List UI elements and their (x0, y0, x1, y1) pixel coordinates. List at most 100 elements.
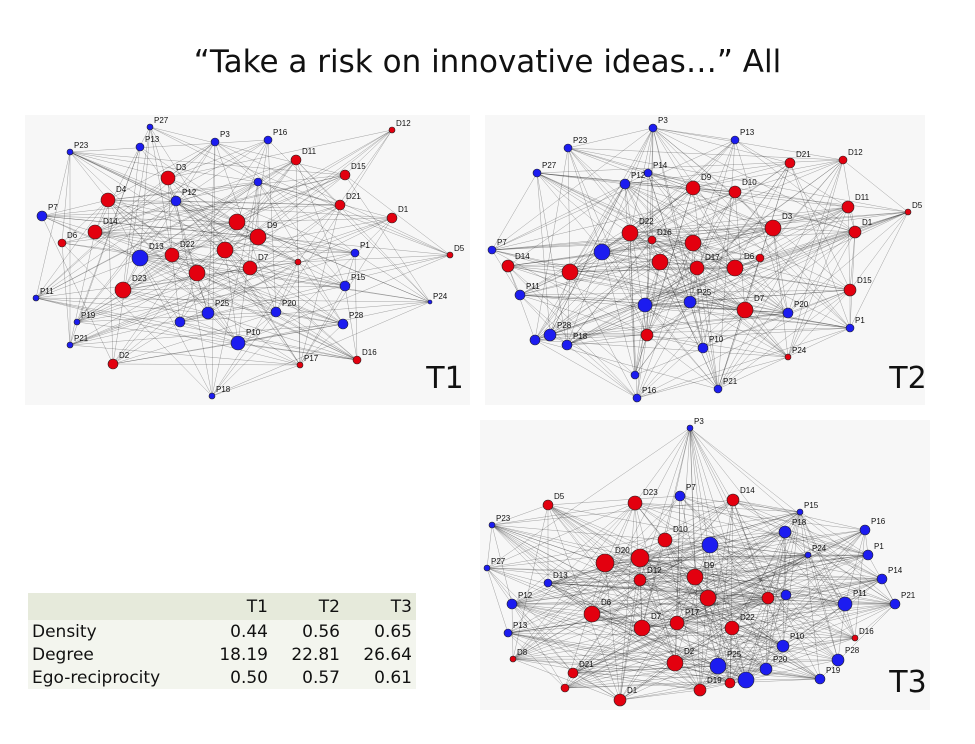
edge (107, 141, 216, 201)
edge (692, 139, 736, 244)
edge (344, 174, 431, 303)
edge (35, 199, 109, 299)
edge (35, 141, 216, 299)
edge (639, 554, 809, 559)
node-label: D16 (362, 348, 377, 357)
edge (507, 265, 691, 303)
edge (547, 582, 593, 615)
edge (765, 637, 856, 670)
edge (644, 304, 719, 390)
node-label: P21 (74, 334, 89, 343)
edge (709, 544, 733, 629)
edge (639, 557, 769, 599)
edge (549, 183, 626, 336)
node (693, 683, 707, 697)
edge (799, 511, 869, 556)
node (107, 358, 119, 370)
node (685, 180, 701, 196)
edge (547, 504, 643, 629)
edge (486, 567, 509, 634)
edge (639, 557, 856, 639)
edge (167, 177, 251, 269)
node (640, 328, 654, 342)
edge (547, 504, 606, 564)
edge (512, 502, 636, 660)
edge (564, 511, 801, 689)
edge (257, 204, 341, 238)
edge (639, 557, 767, 670)
edge (659, 227, 774, 263)
node (337, 318, 349, 330)
node (509, 655, 517, 663)
edge (639, 499, 734, 559)
node-label: D15 (351, 162, 366, 171)
edge (639, 576, 696, 581)
node-label: P28 (557, 321, 572, 330)
table-row: Density 0.44 0.56 0.65 (28, 620, 416, 643)
edge (61, 174, 346, 244)
edge (744, 257, 761, 311)
edge (107, 199, 173, 256)
edge (547, 582, 896, 605)
edge (512, 499, 734, 660)
edge (732, 499, 869, 556)
cell: 26.64 (344, 643, 416, 666)
edge (641, 531, 786, 629)
edge (572, 603, 896, 674)
edge (629, 232, 789, 314)
node-label: P20 (773, 655, 788, 664)
edge (564, 531, 786, 689)
edge (647, 172, 849, 208)
edge (745, 597, 769, 681)
edge (69, 252, 356, 346)
edge (744, 309, 789, 358)
node-label: D23 (643, 488, 658, 497)
edge (549, 327, 851, 336)
edge (702, 312, 789, 349)
edge (676, 622, 821, 680)
node (263, 135, 273, 145)
edge (507, 265, 638, 399)
edge (69, 151, 226, 251)
node (804, 551, 812, 559)
edge (519, 191, 736, 296)
edge (707, 597, 784, 647)
edge (512, 658, 701, 691)
node-label: P25 (215, 299, 230, 308)
edge (646, 231, 856, 336)
node (208, 392, 216, 400)
edge (567, 147, 571, 273)
edge (507, 557, 641, 634)
node-label: P1 (874, 542, 884, 551)
edge (572, 529, 866, 674)
edge (634, 162, 791, 376)
edge (679, 495, 839, 661)
edge (35, 177, 169, 299)
edge (507, 632, 701, 691)
edge (646, 211, 909, 336)
edge (76, 254, 451, 323)
edge (94, 231, 346, 287)
edge (511, 603, 731, 684)
edge (486, 567, 574, 674)
edge (619, 578, 883, 701)
edge (639, 511, 801, 559)
edge (734, 139, 856, 233)
edge (652, 127, 791, 164)
edge (486, 511, 801, 569)
node (709, 657, 727, 675)
node-label: P1 (855, 316, 865, 325)
table-header: T1 T2 T3 (28, 593, 416, 620)
edge (709, 544, 769, 599)
node (689, 260, 705, 276)
edge (767, 597, 839, 661)
edge (297, 129, 393, 263)
node (782, 307, 794, 319)
node (595, 553, 615, 573)
node (838, 155, 848, 165)
edge (76, 221, 238, 323)
edge (732, 499, 896, 605)
node-label: P20 (794, 300, 809, 309)
edge (569, 127, 654, 273)
edge (214, 141, 259, 183)
